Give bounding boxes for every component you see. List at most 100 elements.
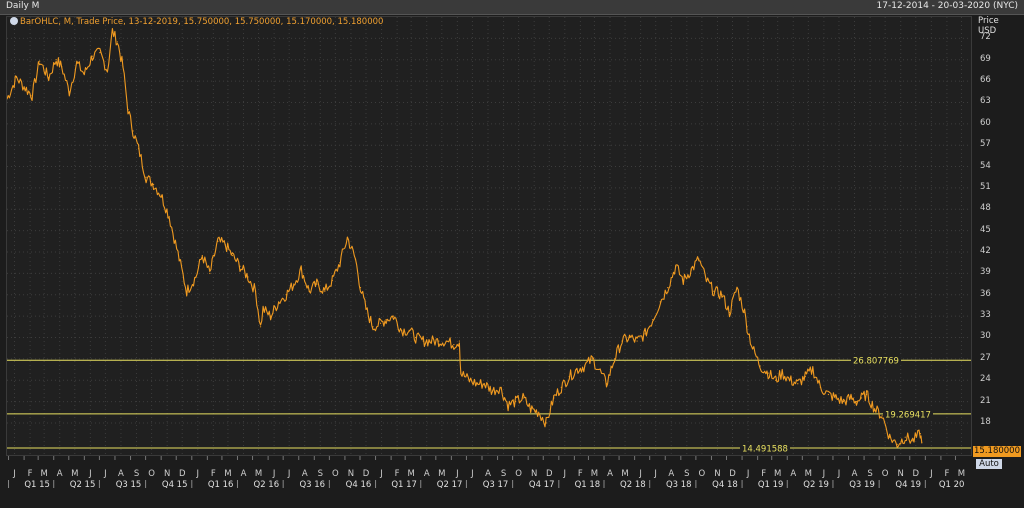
quarter-tick-label: Q1 15 [24, 480, 50, 490]
month-tick-label: O [699, 469, 706, 479]
month-tick-label: M [774, 469, 781, 479]
price-point [316, 283, 318, 285]
legend-text: BarOHLC, M, Trade Price, 13-12-2019, 15.… [20, 17, 384, 27]
reference-label-bg [883, 408, 933, 419]
month-tick-label: J [929, 469, 933, 479]
date-range: 17-12-2014 - 20-03-2020 (NYC) [876, 1, 1018, 11]
y-tick-label: 30 [980, 331, 991, 342]
quarter-tick-label: Q1 18 [575, 480, 601, 490]
price-point [850, 397, 852, 399]
price-point [76, 62, 78, 64]
price-point [522, 397, 524, 399]
price-point [775, 379, 777, 381]
price-point [324, 290, 326, 292]
price-point [628, 336, 631, 339]
price-point [728, 311, 731, 314]
month-tick-label: A [668, 469, 674, 479]
price-point [48, 76, 50, 79]
month-tick-label: J [272, 469, 276, 479]
price-point [31, 94, 33, 96]
month-tick-label: F [944, 469, 949, 479]
price-point [713, 290, 715, 292]
month-tick-label: N [898, 469, 904, 479]
price-point [659, 301, 661, 303]
price-point [874, 408, 876, 410]
month-tick-label: A [607, 469, 613, 479]
price-point [339, 262, 341, 264]
quarter-tick-label: Q3 16 [299, 480, 325, 490]
price-point [354, 258, 357, 260]
price-point [842, 400, 845, 403]
month-tick-label: O [148, 469, 155, 479]
price-point [278, 301, 280, 303]
price-point [621, 340, 623, 342]
month-tick-label: M [255, 469, 262, 479]
quarter-tick-label: Q3 19 [849, 480, 875, 490]
month-tick-label: S [684, 469, 689, 479]
month-tick-label: J [287, 469, 291, 479]
price-point [401, 329, 403, 331]
reference-label-bg [740, 442, 790, 453]
quarter-tick-label: Q4 17 [529, 480, 555, 490]
price-point [804, 376, 806, 378]
price-point [359, 287, 362, 289]
price-chart-svg[interactable]: 26.807769 19.269417 14.491588 [6, 17, 971, 455]
price-point [254, 290, 257, 292]
month-tick-label: N [714, 469, 720, 479]
quarter-tick-label: Q3 15 [116, 480, 142, 490]
month-tick-label: F [28, 469, 33, 479]
chart-legend[interactable]: BarOHLC, M, Trade Price, 13-12-2019, 15.… [10, 17, 383, 27]
price-point [568, 376, 570, 378]
auto-scale-button[interactable]: Auto [976, 459, 1002, 469]
y-tick-label: 51 [980, 181, 991, 192]
price-point [300, 269, 302, 271]
y-tick-label: 66 [980, 75, 991, 86]
month-tick-label: D [363, 469, 370, 479]
price-point [912, 440, 914, 442]
month-tick-label: J [379, 469, 383, 479]
price-point [812, 368, 814, 371]
quarter-tick-label: Q2 19 [803, 480, 829, 490]
price-point [751, 347, 754, 349]
price-point [476, 383, 478, 385]
price-point [39, 60, 41, 62]
price-point [68, 91, 70, 93]
price-point [458, 340, 460, 342]
price-point [293, 283, 295, 285]
month-tick-label: M [408, 469, 415, 479]
y-tick-label: 63 [980, 96, 991, 107]
price-point [896, 443, 898, 445]
month-tick-label: A [302, 469, 308, 479]
price-point [61, 66, 63, 68]
month-tick-label: M [805, 469, 812, 479]
reference-line-label: 19.269417 [885, 410, 931, 420]
price-point [636, 340, 638, 342]
month-tick-label: A [852, 469, 858, 479]
quarter-tick-label: Q3 18 [666, 480, 692, 490]
month-tick-label: M [40, 469, 47, 479]
price-point [209, 272, 211, 274]
y-tick-label: 72 [980, 32, 991, 43]
price-point [145, 176, 147, 178]
month-tick-label: O [515, 469, 522, 479]
price-point [781, 372, 783, 374]
price-point [445, 340, 447, 342]
price-point [239, 265, 241, 267]
price-point [860, 397, 863, 399]
y-tick-label: 54 [980, 160, 991, 171]
price-point [652, 319, 654, 321]
price-point [132, 130, 134, 132]
month-tick-label: M [71, 469, 78, 479]
month-tick-label: A [790, 469, 796, 479]
price-point [644, 333, 646, 335]
price-point [168, 215, 170, 218]
plot-area[interactable]: 26.807769 19.269417 14.491588 [6, 16, 972, 456]
price-point [613, 358, 616, 360]
month-tick-label: M [438, 469, 445, 479]
price-point [881, 415, 883, 417]
price-point [438, 340, 440, 342]
price-point [855, 400, 858, 403]
window-title: Daily M [6, 1, 40, 11]
y-tick-label: 42 [980, 246, 991, 257]
